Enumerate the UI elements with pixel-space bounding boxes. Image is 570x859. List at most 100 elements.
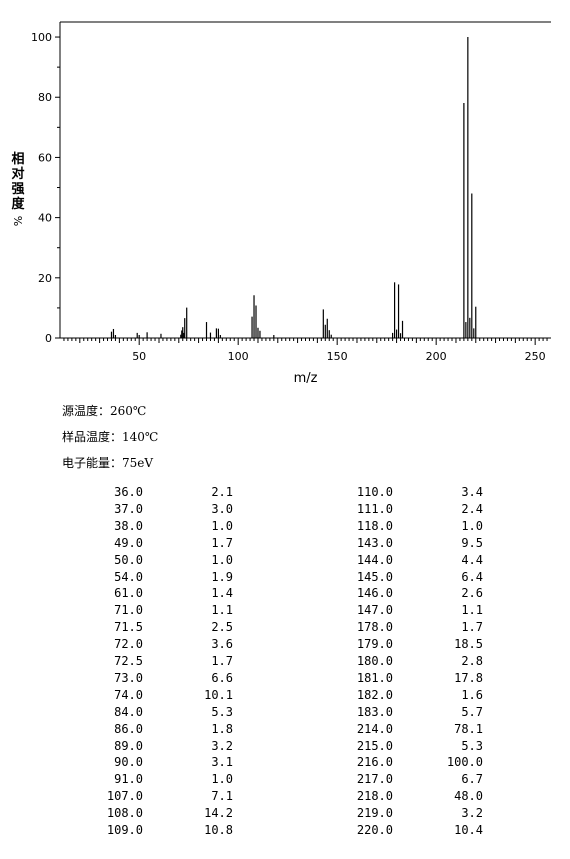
x-tick-label: 150 [327, 350, 348, 363]
mz-value: 216.0 [356, 755, 393, 770]
table-row: 38.0 1.0 118.0 1.0 [0, 519, 570, 536]
intensity-value: 2.8 [461, 654, 483, 668]
mz-value: 143.0 [356, 535, 393, 550]
intensity-value: 1.0 [461, 518, 483, 533]
mz-value: 36.0 [114, 485, 143, 499]
intensity-value: 4.4 [461, 552, 483, 567]
mz-value: 72.5 [114, 654, 143, 668]
intensity-value: 1.9 [211, 569, 233, 584]
mz-value: 219.0 [356, 806, 393, 821]
intensity-value: 1.1 [461, 603, 483, 618]
intensity-value: 3.6 [211, 637, 233, 652]
intensity-value: 3.2 [211, 738, 233, 753]
intensity-value: 100.0 [446, 755, 483, 770]
table-row: 86.0 1.8 214.0 78.1 [0, 722, 570, 739]
mz-value: 71.0 [114, 603, 143, 618]
y-tick-label: 60 [38, 151, 52, 164]
mz-value: 72.0 [114, 637, 143, 652]
table-row: 72.0 3.6 179.0 18.5 [0, 637, 570, 654]
intensity-value: 2.6 [461, 586, 483, 601]
mz-value: 73.0 [114, 670, 143, 685]
intensity-value: 5.7 [461, 704, 483, 719]
intensity-value: 5.3 [461, 738, 483, 753]
mz-value: 89.0 [114, 738, 143, 753]
mz-value: 111.0 [356, 501, 393, 516]
intensity-value: 14.2 [204, 806, 233, 821]
mz-value: 118.0 [356, 518, 393, 533]
y-tick-label: 80 [38, 91, 52, 104]
x-tick-label: 200 [426, 350, 447, 363]
table-row: 36.0 2.1 110.0 3.4 [0, 485, 570, 502]
y-tick-label: 0 [45, 332, 52, 345]
table-row: 108.0 14.2 219.0 3.2 [0, 806, 570, 823]
intensity-value: 10.4 [454, 823, 483, 837]
mz-value: 71.5 [114, 620, 143, 635]
table-row: 90.0 3.1 216.0 100.0 [0, 755, 570, 772]
mz-value: 38.0 [114, 518, 143, 533]
table-row: 71.0 1.1 147.0 1.1 [0, 603, 570, 620]
mz-value: 145.0 [356, 569, 393, 584]
intensity-value: 78.1 [454, 721, 483, 736]
x-tick-label: 100 [228, 350, 249, 363]
mz-value: 180.0 [356, 654, 393, 668]
intensity-value: 6.4 [461, 569, 483, 584]
intensity-value: 1.0 [211, 552, 233, 567]
mz-value: 108.0 [106, 806, 143, 821]
intensity-value: 48.0 [454, 789, 483, 804]
mz-value: 107.0 [106, 789, 143, 804]
table-row: 50.0 1.0 144.0 4.4 [0, 553, 570, 570]
intensity-value: 1.6 [461, 687, 483, 702]
y-tick-label: 20 [38, 272, 52, 285]
mz-value: 37.0 [114, 501, 143, 516]
intensity-value: 7.1 [211, 789, 233, 804]
table-row: 49.0 1.7 143.0 9.5 [0, 536, 570, 553]
mz-value: 146.0 [356, 586, 393, 601]
intensity-value: 3.1 [211, 755, 233, 770]
intensity-value: 1.0 [211, 772, 233, 787]
intensity-value: 3.2 [461, 806, 483, 821]
mz-value: 178.0 [356, 620, 393, 635]
table-row: 74.0 10.1 182.0 1.6 [0, 688, 570, 705]
intensity-value: 3.0 [211, 501, 233, 516]
intensity-value: 1.7 [211, 535, 233, 550]
x-axis-title: m/z [294, 371, 318, 386]
y-tick-label: 100 [31, 31, 52, 44]
mz-value: 109.0 [106, 823, 143, 837]
table-row: 54.0 1.9 145.0 6.4 [0, 570, 570, 587]
intensity-value: 1.7 [211, 654, 233, 668]
table-row: 71.5 2.5 178.0 1.7 [0, 620, 570, 637]
intensity-value: 10.1 [204, 687, 233, 702]
y-axis-title-char: 对 [11, 166, 24, 182]
mz-value: 147.0 [356, 603, 393, 618]
x-tick-label: 50 [132, 350, 146, 363]
intensity-value: 17.8 [454, 670, 483, 685]
mz-value: 110.0 [356, 485, 393, 499]
intensity-value: 6.7 [461, 772, 483, 787]
mz-value: 84.0 [114, 704, 143, 719]
table-row: 61.0 1.4 146.0 2.6 [0, 586, 570, 603]
mz-value: 179.0 [356, 637, 393, 652]
source-temperature: 源温度：260℃ [62, 404, 147, 418]
mz-value: 220.0 [356, 823, 393, 837]
mz-value: 183.0 [356, 704, 393, 719]
table-row: 89.0 3.2 215.0 5.3 [0, 739, 570, 756]
table-row: 84.0 5.3 183.0 5.7 [0, 705, 570, 722]
mz-value: 49.0 [114, 535, 143, 550]
intensity-value: 5.3 [211, 704, 233, 719]
mz-value: 182.0 [356, 687, 393, 702]
mz-value: 181.0 [356, 670, 393, 685]
intensity-value: 1.8 [211, 721, 233, 736]
x-tick-label: 250 [525, 350, 546, 363]
intensity-value: 10.8 [204, 823, 233, 837]
y-axis-title-char: 强 [11, 182, 24, 197]
y-axis-title-char: 相 [11, 151, 24, 167]
mz-value: 86.0 [114, 721, 143, 736]
mz-value: 144.0 [356, 552, 393, 567]
intensity-value: 2.5 [211, 620, 233, 635]
mz-value: 218.0 [356, 789, 393, 804]
intensity-value: 1.7 [461, 620, 483, 635]
acquisition-conditions: 源温度：260℃ 样品温度：140℃ 电子能量：75eV [62, 398, 158, 476]
mz-value: 50.0 [114, 552, 143, 567]
